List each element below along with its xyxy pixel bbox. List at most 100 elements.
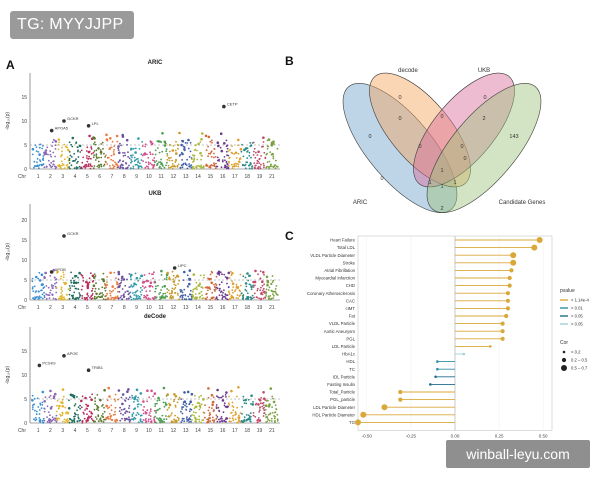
manhattan-point [124,412,127,414]
manhattan-point [191,403,194,406]
lollipop-point-11 [500,321,505,326]
manhattan-point [90,295,92,298]
manhattan-peak-point [188,282,191,286]
lollipop-point-17 [436,367,439,371]
manhattan-point [48,419,51,422]
manhattan-point [136,398,139,401]
manhattan-point [64,421,66,423]
venn-count-decode_ukb: 0 [440,114,443,120]
lollipop-category-16: HDL [346,359,355,364]
manhattan-point [42,287,45,289]
manhattan-point [208,412,211,414]
manhattan-point [102,298,105,300]
venn-count-decode_candidate: 0 [463,156,466,162]
manhattan-point [57,144,59,146]
manhattan-peak-point [227,271,231,275]
manhattan-point [209,413,212,416]
manhattan-point [267,418,270,421]
manhattan-point [49,275,52,277]
manhattan-point [37,277,40,280]
manhattan-point [130,284,133,286]
manhattan-point [186,158,189,161]
manhattan-point [274,411,276,414]
manhattan-point [160,297,163,300]
manhattan-point [96,165,99,168]
manhattan-point [69,167,71,170]
manhattan-point [202,166,205,169]
manhattan-point [233,290,236,293]
manhattan-point [39,419,42,422]
legend-cor-label-0: < 0.2 [571,350,581,355]
manhattan-point [45,285,48,287]
manhattan-point [71,421,73,424]
manhattan-point [256,154,259,156]
manhattan-point [110,154,113,157]
manhattan-point [160,158,163,161]
manhattan-xtick-0-16: 17 [232,174,238,180]
manhattan-point [123,293,125,295]
manhattan-peak-point [221,399,225,402]
manhattan-point [157,284,159,287]
manhattan-point [271,281,274,283]
venn-set-label-2: ARIC [353,200,368,206]
manhattan-point [117,161,120,163]
manhattan-xtick-0-18: 19 [257,174,263,180]
manhattan-point [101,286,104,289]
manhattan-point [247,398,250,401]
manhattan-point [41,147,43,150]
manhattan-point [241,413,243,415]
manhattan-point [104,156,106,158]
manhattan-peak-point [121,275,124,279]
lollipop-category-22: LDL Particle Diameter [313,405,355,410]
manhattan-point [213,148,216,150]
venn-count-aric_decode_outer: 0 [380,176,383,182]
manhattan-peak-point [199,151,202,155]
manhattan-point [149,418,152,420]
lollipop-category-8: CAC [346,298,355,303]
manhattan-point [196,418,198,421]
manhattan-point [238,414,240,417]
manhattan-point [147,163,150,166]
manhattan-point [204,404,206,406]
manhattan-point [41,297,44,300]
manhattan-point [243,416,246,419]
manhattan-point [31,406,34,409]
manhattan-point [124,399,126,402]
manhattan-point [134,291,137,294]
manhattan-point [55,291,58,294]
lollipop-point-18 [434,375,437,379]
manhattan-point [42,145,44,147]
manhattan-point [144,166,147,169]
manhattan-point [123,408,125,411]
manhattan-point [113,145,116,148]
manhattan-point [211,271,214,274]
manhattan-peak-point [257,150,260,154]
manhattan-point [231,296,234,299]
manhattan-peak-point [99,150,103,154]
manhattan-point [90,148,93,150]
manhattan-point [188,402,191,405]
manhattan-point [270,420,273,422]
manhattan-point [52,138,55,141]
manhattan-peak-point [85,280,88,284]
manhattan-point [154,281,157,284]
manhattan-point [87,415,90,418]
manhattan-point [123,417,126,420]
manhattan-gene-label-0-1: GCKR [67,116,79,121]
manhattan-point [245,402,248,405]
manhattan-point [153,271,155,274]
manhattan-peak-point [127,388,130,391]
manhattan-peak-point [183,148,186,151]
manhattan-point [180,289,183,291]
manhattan-xtick-2-1: 2 [49,428,52,434]
manhattan-peak-point [92,284,96,287]
manhattan-point [121,166,123,169]
manhattan-point [212,296,215,299]
tg-tag: TG: MYYJJPP [10,11,134,39]
manhattan-ytick-1-4: 20 [21,218,27,224]
manhattan-point [153,157,156,159]
manhattan-point [174,149,177,152]
manhattan-peak-point [43,151,46,155]
manhattan-point [88,410,91,413]
manhattan-point [137,400,139,403]
